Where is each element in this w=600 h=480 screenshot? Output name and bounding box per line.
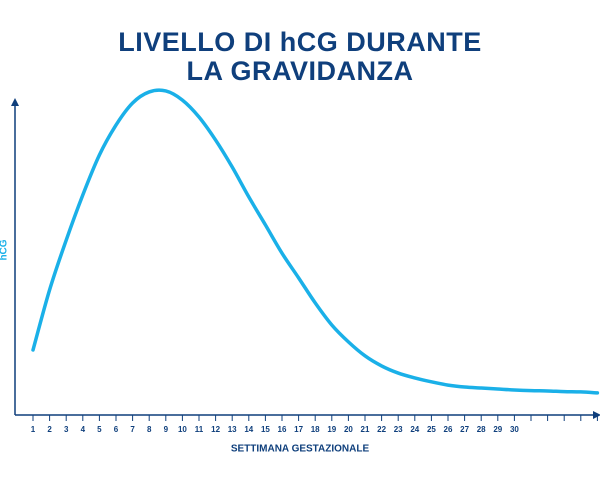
x-tick-label: 4 xyxy=(81,425,86,434)
x-tick-label: 13 xyxy=(228,425,237,434)
x-tick-label: 27 xyxy=(460,425,469,434)
x-tick-label: 1 xyxy=(31,425,36,434)
x-tick-label: 14 xyxy=(244,425,253,434)
x-tick-label: 12 xyxy=(211,425,220,434)
x-tick-label: 26 xyxy=(444,425,453,434)
x-tick-label: 10 xyxy=(178,425,187,434)
x-tick-label: 9 xyxy=(164,425,169,434)
x-tick-label: 5 xyxy=(97,425,102,434)
x-tick-label: 19 xyxy=(327,425,336,434)
x-tick-label: 15 xyxy=(261,425,270,434)
x-tick-label: 21 xyxy=(361,425,370,434)
x-tick-label: 28 xyxy=(477,425,486,434)
x-tick-label: 18 xyxy=(311,425,320,434)
x-tick-label: 11 xyxy=(195,425,204,434)
x-tick-label: 2 xyxy=(47,425,52,434)
x-tick-label: 3 xyxy=(64,425,69,434)
x-tick-label: 16 xyxy=(278,425,287,434)
x-axis-label: SETTIMANA GESTAZIONALE xyxy=(231,444,370,455)
x-tick-label: 24 xyxy=(410,425,419,434)
y-axis-label: hCG xyxy=(0,239,10,260)
x-tick-label: 29 xyxy=(493,425,502,434)
chart-title: LIVELLO DI hCG DURANTE LA GRAVIDANZA xyxy=(118,27,482,86)
y-axis-arrow xyxy=(11,98,19,106)
x-tick-label: 17 xyxy=(294,425,303,434)
x-tick-label: 23 xyxy=(394,425,403,434)
x-tick-label: 8 xyxy=(147,425,152,434)
x-tick-label: 7 xyxy=(130,425,135,434)
x-tick-label: 20 xyxy=(344,425,353,434)
x-tick-label: 25 xyxy=(427,425,436,434)
x-tick-label: 22 xyxy=(377,425,386,434)
data-line xyxy=(31,88,600,395)
x-tick-label: 30 xyxy=(510,425,519,434)
x-axis-arrow xyxy=(593,411,600,419)
x-tick-label: 6 xyxy=(114,425,119,434)
